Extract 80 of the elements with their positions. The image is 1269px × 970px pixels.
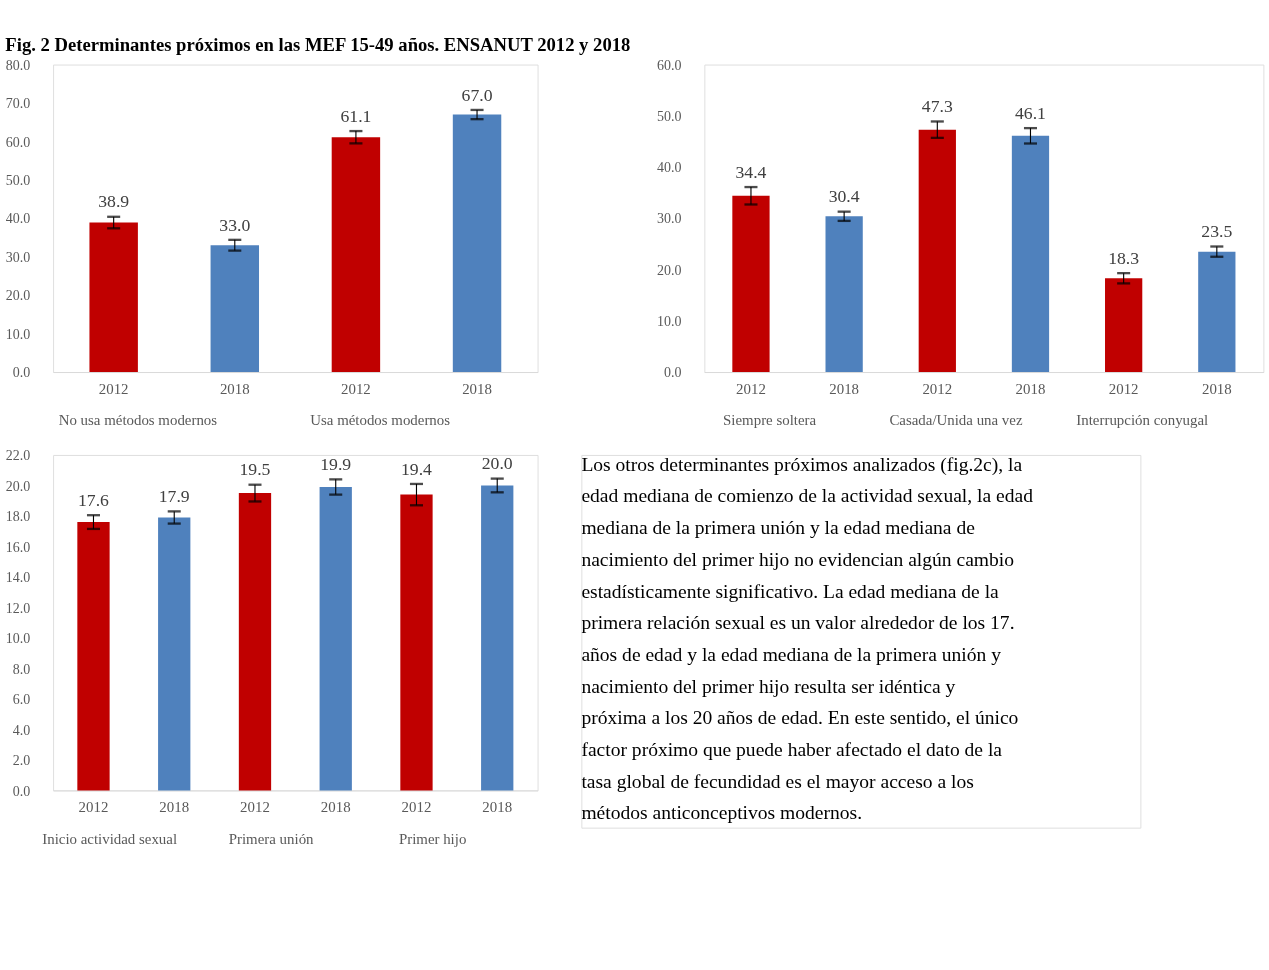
y-tick-label: 10.0 (5, 326, 31, 342)
x-tick-label: 2012 (401, 799, 432, 816)
x-tick-label: 2012 (922, 380, 953, 397)
text: Casada/Unida una vez (889, 412, 1023, 429)
x-tick-label: 2018 (1201, 380, 1232, 397)
text: Interrupción conyugal (1076, 412, 1209, 429)
data-label: 17.9 (158, 486, 190, 507)
y-tick-label: 0.0 (12, 365, 31, 381)
data-label: 18.3 (1108, 247, 1140, 268)
y-tick-label: 20.0 (5, 288, 31, 304)
y-tick-label: 60.0 (5, 134, 31, 150)
y-tick-label: 10.0 (5, 631, 31, 647)
text: No usa métodos modernos (58, 412, 218, 429)
y-tick-label: 16.0 (5, 539, 31, 555)
y-tick-label: 30.0 (657, 211, 682, 227)
y-tick-label: 70.0 (5, 96, 31, 112)
y-tick-label: 0.0 (664, 365, 682, 381)
bar (210, 245, 260, 373)
data-label: 17.6 (78, 489, 110, 510)
data-label: 46.1 (1015, 102, 1046, 123)
data-label: 67.0 (461, 84, 493, 105)
y-tick-label: 12.0 (5, 600, 31, 616)
bar (732, 195, 770, 373)
y-tick-label: 4.0 (12, 722, 31, 738)
x-tick-label: 2012 (341, 380, 371, 397)
bar (1011, 135, 1050, 373)
y-tick-label: 18.0 (5, 509, 31, 525)
y-tick-label: 60.0 (657, 57, 682, 73)
y-tick-label: 22.0 (5, 448, 31, 464)
data-label: 30.4 (828, 186, 860, 207)
y-tick-label: 20.0 (657, 262, 682, 278)
y-tick-label: 2.0 (12, 753, 31, 769)
data-label: 47.3 (921, 96, 953, 117)
x-tick-label: 2018 (320, 799, 351, 816)
y-tick-label: 8.0 (12, 661, 31, 677)
y-tick-label: 14.0 (5, 570, 31, 586)
x-tick-label: 2012 (98, 380, 129, 397)
text: Inicio actividad sexual (42, 830, 178, 847)
data-label: 33.0 (219, 214, 251, 235)
bar (331, 137, 381, 373)
x-tick-label: 2012 (240, 799, 270, 816)
y-tick-label: 80.0 (5, 57, 31, 73)
bar (89, 222, 138, 373)
x-tick-label: 2012 (736, 380, 766, 397)
bar (1198, 251, 1236, 373)
y-tick-label: 20.0 (5, 478, 31, 494)
x-tick-label: 2012 (78, 799, 109, 816)
x-tick-label: 2018 (462, 380, 492, 397)
y-tick-label: 30.0 (5, 249, 31, 265)
y-tick-label: 50.0 (657, 108, 682, 124)
bar (918, 129, 956, 373)
x-tick-label: 2018 (219, 380, 250, 397)
text: Primer hijo (398, 830, 467, 847)
text: Usa métodos modernos (310, 412, 451, 429)
data-label: 19.4 (401, 458, 433, 479)
text: Los otros determinantes próximos analizados (fig.2c), la edad mediana de comienzo de la actividad sexual, la edad mediana de la primera unión y la edad mediana de nacimiento del primer hijo no evidencian algún cambio estadísticamente significativo. La edad mediana de la primera relación sexual es un valor alrededor de los 17. años de edad y la edad mediana de la primera unión y nacimiento del primer hijo resulta ser idéntica y próxima a los 20 años de edad. En este sentido, el único factor próximo que puede haber afectado el dato de la tasa global de fecundidad es el mayor acceso a los métodos anticonceptivos modernos. (581, 453, 1033, 824)
bar (1105, 278, 1143, 373)
bar (452, 114, 502, 373)
x-tick-label: 2018 (1015, 380, 1046, 397)
data-label: 23.5 (1201, 221, 1233, 242)
y-tick-label: 40.0 (657, 160, 682, 176)
y-tick-label: 50.0 (5, 173, 31, 189)
x-tick-label: 2018 (829, 380, 860, 397)
bar (825, 216, 863, 373)
data-label: 38.9 (98, 191, 130, 212)
y-tick-label: 6.0 (12, 692, 31, 708)
data-label: 61.1 (340, 105, 372, 126)
data-label: 19.5 (239, 459, 271, 480)
chart-title: Fig. 2 Determinantes próximos en las MEF 15-49 años. ENSANUT 2012 y 2018 (5, 33, 631, 55)
y-tick-label: 0.0 (12, 783, 31, 799)
y-tick-label: 10.0 (657, 313, 682, 329)
data-label: 20.0 (481, 453, 513, 474)
text: Siempre soltera (723, 412, 817, 429)
data-label: 34.4 (735, 161, 767, 182)
x-tick-label: 2018 (159, 799, 190, 816)
text: Primera unión (228, 830, 315, 847)
x-tick-label: 2012 (1108, 380, 1139, 397)
y-tick-label: 40.0 (5, 211, 31, 227)
data-label: 19.9 (320, 454, 352, 475)
x-tick-label: 2018 (482, 799, 513, 816)
